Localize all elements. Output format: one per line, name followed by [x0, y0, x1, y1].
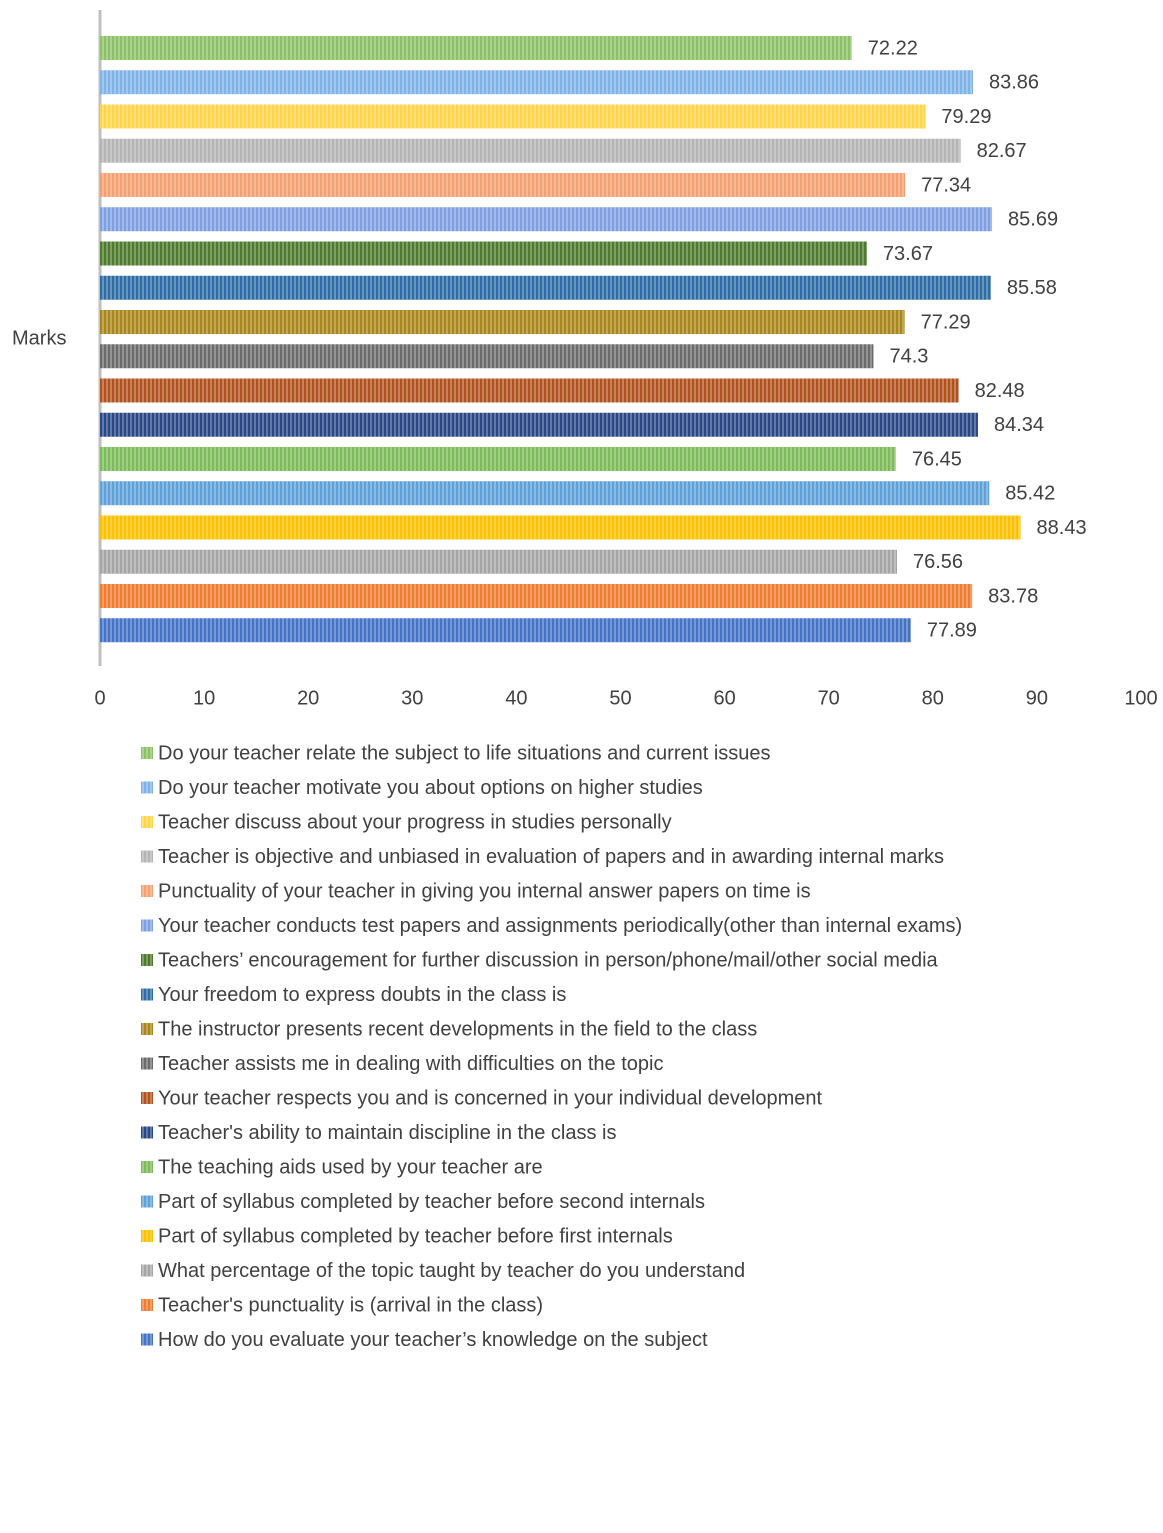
value-label: 76.56 [913, 551, 963, 573]
x-tick-label: 20 [297, 687, 319, 709]
bar [100, 618, 911, 643]
legend-swatch [141, 919, 153, 932]
bar [100, 481, 990, 506]
value-label: 85.58 [1007, 277, 1057, 299]
x-tick-label: 10 [193, 687, 215, 709]
x-tick-label: 40 [505, 687, 527, 709]
legend-label: Part of syllabus completed by teacher be… [158, 1225, 673, 1247]
bar [100, 138, 961, 163]
legend-label: Teacher is objective and unbiased in eva… [158, 846, 944, 868]
bar [100, 515, 1021, 540]
legend-label: Teacher assists me in dealing with diffi… [158, 1053, 663, 1075]
legend-label: Punctuality of your teacher in giving yo… [158, 880, 811, 902]
legend-swatch [141, 1264, 153, 1277]
bar [100, 310, 905, 334]
legend-swatch [141, 988, 153, 1001]
value-label: 82.67 [977, 140, 1027, 162]
bar [100, 549, 897, 574]
x-tick-label: 80 [922, 687, 944, 709]
bar [100, 207, 993, 232]
value-label: 88.43 [1037, 517, 1087, 539]
bar [100, 173, 906, 197]
value-label: 77.34 [921, 174, 971, 196]
bar [100, 275, 991, 300]
legend-swatch [141, 1126, 153, 1139]
legend-swatch [141, 747, 153, 759]
legend-swatch [141, 1023, 153, 1035]
value-label: 77.29 [921, 311, 971, 333]
legend-swatch [141, 850, 153, 863]
value-label: 77.89 [927, 620, 977, 642]
x-tick-label: 70 [818, 687, 840, 709]
bar [100, 378, 959, 403]
value-label: 79.29 [941, 106, 991, 128]
y-axis-label: Marks [12, 327, 66, 349]
legend-label: What percentage of the topic taught by t… [158, 1260, 745, 1282]
value-label: 82.48 [975, 380, 1025, 402]
legend-swatch [141, 781, 153, 794]
value-label: 83.78 [988, 585, 1038, 607]
value-label: 85.69 [1008, 209, 1058, 231]
bar [100, 344, 874, 369]
bar [100, 447, 896, 471]
x-tick-label: 0 [94, 687, 105, 709]
legend-swatch [141, 1057, 153, 1070]
value-label: 83.86 [989, 72, 1039, 94]
legend-swatch [141, 1161, 153, 1173]
legend-swatch [141, 1230, 153, 1242]
legend-label: Do your teacher motivate you about optio… [158, 777, 703, 799]
legend-label: Teacher discuss about your progress in s… [158, 811, 672, 833]
value-label: 74.3 [889, 346, 928, 368]
bar [100, 412, 978, 437]
bar [100, 104, 926, 129]
legend-swatch [141, 1333, 153, 1346]
x-tick-label: 90 [1026, 687, 1048, 709]
legend-label: Do your teacher relate the subject to li… [158, 742, 771, 764]
value-label: 72.22 [868, 37, 918, 59]
legend-swatch [141, 1092, 153, 1104]
legend-label: Teachers’ encouragement for further disc… [158, 949, 939, 971]
x-tick-label: 30 [401, 687, 423, 709]
value-label: 76.45 [912, 448, 962, 470]
legend-label: Your teacher respects you and is concern… [158, 1087, 823, 1109]
x-tick-label: 50 [609, 687, 631, 709]
bar [100, 241, 867, 266]
legend-label: Your freedom to express doubts in the cl… [158, 984, 566, 1006]
legend-label: The instructor presents recent developme… [158, 1018, 757, 1040]
legend-swatch [141, 954, 153, 966]
bar [100, 36, 852, 60]
legend-label: Your teacher conducts test papers and as… [158, 915, 962, 937]
legend-label: How do you evaluate your teacher’s knowl… [158, 1329, 708, 1351]
bar [100, 584, 973, 608]
legend-swatch [141, 1195, 153, 1208]
legend-swatch [141, 816, 153, 828]
x-tick-label: 60 [713, 687, 735, 709]
legend-label: Teacher's ability to maintain discipline… [158, 1122, 616, 1144]
bar [100, 70, 973, 95]
legend-swatch [141, 1299, 153, 1311]
value-label: 84.34 [994, 414, 1044, 436]
legend-swatch [141, 885, 153, 897]
value-label: 85.42 [1005, 483, 1055, 505]
legend-label: Teacher's punctuality is (arrival in the… [158, 1294, 543, 1316]
value-label: 73.67 [883, 243, 933, 265]
legend-label: Part of syllabus completed by teacher be… [158, 1191, 705, 1213]
legend-label: The teaching aids used by your teacher a… [158, 1156, 543, 1178]
x-tick-label: 100 [1124, 687, 1157, 709]
